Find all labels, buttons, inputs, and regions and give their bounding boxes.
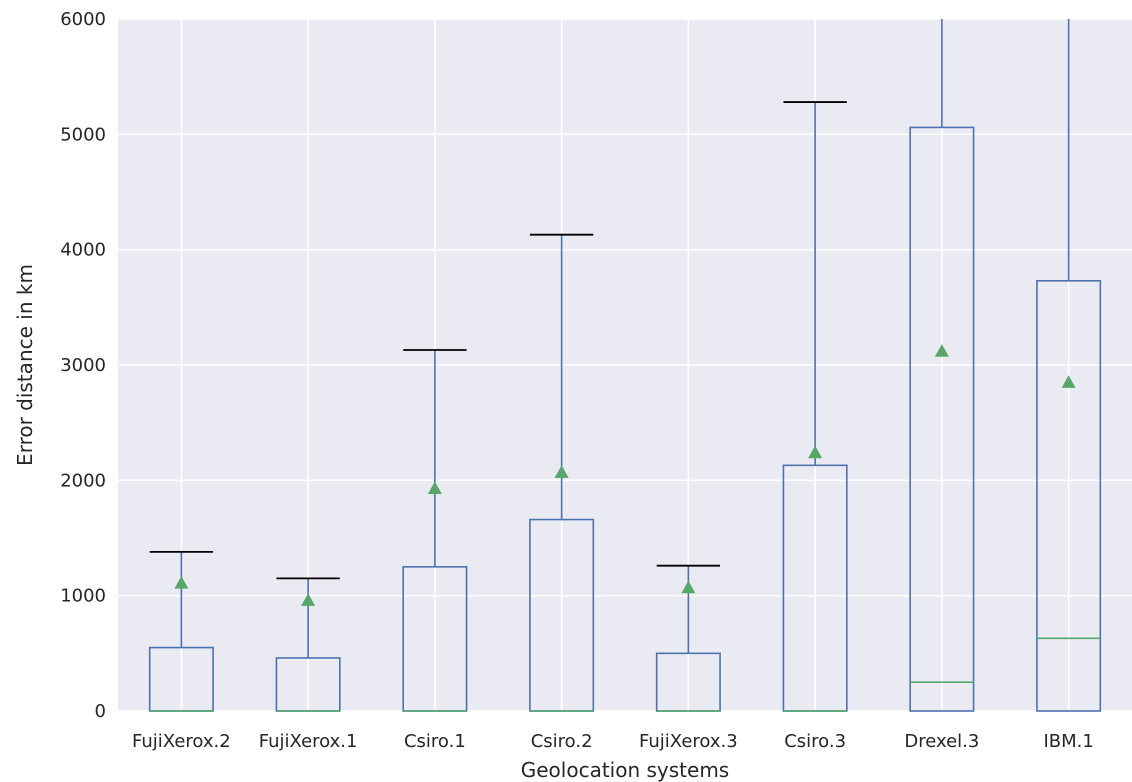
- x-tick-label: IBM.1: [1043, 731, 1093, 752]
- mean-marker: [427, 481, 442, 495]
- x-tick-label: Csiro.2: [531, 731, 593, 752]
- y-tick-label: 2000: [60, 470, 106, 491]
- y-axis-label: Error distance in km: [13, 264, 37, 466]
- x-tick-label: Csiro.1: [404, 731, 466, 752]
- box-group: [402, 349, 468, 712]
- mean-marker: [681, 580, 696, 594]
- x-axis-label: Geolocation systems: [521, 758, 729, 782]
- y-tick-label: 5000: [60, 124, 106, 145]
- mean-marker: [301, 593, 316, 606]
- x-tick-labels: FujiXerox.2 FujiXerox.1 Csiro.1 Csiro.2 Fuji…: [132, 731, 1094, 752]
- x-tick-label: FujiXerox.3: [639, 731, 738, 752]
- mean-marker: [1061, 375, 1076, 388]
- y-tick-label: 1000: [60, 586, 106, 607]
- boxes-layer: [148, 19, 1102, 712]
- mean-marker: [934, 344, 949, 357]
- y-tick-label: 6000: [60, 9, 106, 30]
- box-group: [1036, 19, 1102, 712]
- box-group: [275, 577, 341, 712]
- x-tick-label: Csiro.3: [784, 731, 846, 752]
- y-tick-label: 0: [95, 701, 106, 722]
- box-group: [529, 233, 595, 712]
- x-tick-label: FujiXerox.1: [259, 731, 358, 752]
- x-tick-label: FujiXerox.2: [132, 731, 231, 752]
- mean-marker: [554, 465, 569, 478]
- mean-marker: [174, 575, 189, 589]
- y-tick-label: 4000: [60, 240, 106, 261]
- mean-marker: [808, 445, 823, 459]
- box-rect: [1036, 280, 1102, 712]
- box-group: [782, 101, 848, 712]
- y-tick-label: 3000: [60, 355, 106, 376]
- x-tick-label: Drexel.3: [904, 731, 979, 752]
- y-tick-labels: 0 1000 2000 3000 4000 5000 6000: [60, 9, 106, 722]
- box-group: [909, 19, 975, 712]
- box-group: [655, 564, 721, 712]
- box-rect: [909, 126, 975, 712]
- box-group: [148, 550, 214, 712]
